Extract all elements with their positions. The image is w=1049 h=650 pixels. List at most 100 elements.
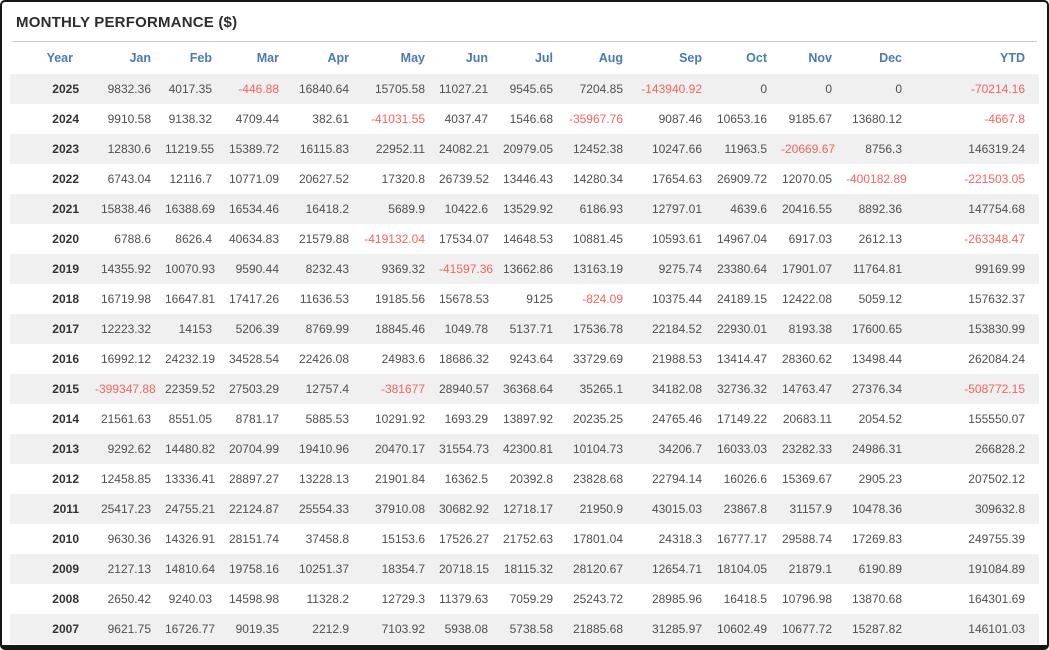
value-cell: 13680.12 [851, 112, 902, 126]
value-cell: 2905.23 [858, 472, 902, 486]
value-cell: 9910.58 [107, 112, 151, 126]
year-cell: 2022 [52, 172, 79, 186]
value-cell: 207502.12 [968, 472, 1025, 486]
year-cell: 2025 [52, 82, 79, 96]
value-cell: -41597.36 [439, 262, 494, 276]
column-header-feb: Feb [189, 51, 212, 65]
value-cell: 16026.6 [723, 472, 767, 486]
value-cell: 35265.1 [579, 382, 623, 396]
value-cell: 14153 [178, 322, 212, 336]
value-cell: 24983.6 [381, 352, 425, 366]
year-cell: 2010 [52, 532, 79, 546]
value-cell: 12070.05 [781, 172, 832, 186]
value-cell: 16362.5 [444, 472, 488, 486]
value-cell: 164301.69 [968, 592, 1025, 606]
value-cell: 22794.14 [651, 472, 702, 486]
year-cell: 2008 [52, 592, 79, 606]
table-row-2024: 2024 9910.58 9138.32 4709.44 382.61 -41031.55… [10, 104, 1039, 134]
value-cell: 21561.63 [100, 412, 151, 426]
value-cell: 17536.78 [572, 322, 623, 336]
column-header-apr: Apr [327, 51, 349, 65]
value-cell: 8232.43 [305, 262, 349, 276]
value-cell: 191084.89 [968, 562, 1025, 576]
value-cell: 10375.44 [651, 292, 702, 306]
table-row-2009: 2009 2127.13 14810.64 19758.16 10251.37 18354… [10, 554, 1039, 584]
value-cell: 43015.03 [651, 502, 702, 516]
value-cell: 1546.68 [509, 112, 553, 126]
value-cell: -419132.04 [364, 232, 425, 246]
value-cell: 9630.36 [107, 532, 151, 546]
value-cell: 12422.08 [781, 292, 832, 306]
value-cell: 22952.11 [375, 142, 425, 156]
value-cell: 37910.08 [374, 502, 425, 516]
value-cell: 20718.15 [439, 562, 490, 576]
value-cell: 22124.87 [228, 502, 279, 516]
value-cell: 146319.24 [968, 142, 1025, 156]
value-cell: 24986.31 [851, 442, 902, 456]
value-cell: 9019.35 [235, 622, 279, 636]
year-cell: 2007 [52, 622, 79, 636]
value-cell: 13529.92 [502, 202, 553, 216]
value-cell: 34182.08 [651, 382, 702, 396]
value-cell: 40634.83 [228, 232, 279, 246]
column-header-oct: Oct [746, 51, 767, 65]
value-cell: 12729.3 [381, 592, 425, 606]
year-cell: 2018 [52, 292, 79, 306]
value-cell: -221503.05 [964, 172, 1025, 186]
value-cell: 10104.73 [572, 442, 623, 456]
value-cell: 8769.99 [305, 322, 349, 336]
table-row-2007: 2007 9621.75 16726.77 9019.35 2212.9 7103.92 5… [10, 614, 1039, 644]
column-header-dec: Dec [879, 51, 902, 65]
value-cell: 15678.53 [439, 292, 490, 306]
year-cell: 2021 [52, 202, 79, 216]
value-cell: 8551.05 [168, 412, 212, 426]
value-cell: 22184.52 [651, 322, 702, 336]
header-row: Year Jan Feb Mar Apr May Jun Jul Aug Sep Oct Nov Dec… [10, 42, 1039, 74]
value-cell: 20979.05 [502, 142, 553, 156]
value-cell: 15838.46 [100, 202, 151, 216]
value-cell: 6917.03 [788, 232, 832, 246]
value-cell: 21579.88 [298, 232, 349, 246]
value-cell: 15153.6 [381, 532, 425, 546]
table-row-2021: 2021 15838.46 16388.69 16534.46 16418.2 5689.… [10, 194, 1039, 224]
value-cell: -508772.15 [964, 382, 1025, 396]
value-cell: 7103.92 [381, 622, 425, 636]
value-cell: -381677 [380, 382, 425, 396]
value-cell: 10771.09 [228, 172, 279, 186]
value-cell: 31285.97 [651, 622, 702, 636]
value-cell: 6186.93 [579, 202, 623, 216]
table-row-2025: 2025 9832.36 4017.35 -446.88 16840.64 15705.5… [10, 74, 1039, 104]
value-cell: 10251.37 [298, 562, 349, 576]
value-cell: 382.61 [312, 112, 349, 126]
value-cell: 13870.68 [851, 592, 902, 606]
table-row-2018: 2018 16719.98 16647.81 17417.26 11636.53 1918… [10, 284, 1039, 314]
value-cell: 17149.22 [716, 412, 767, 426]
value-cell: 17526.27 [439, 532, 490, 546]
value-cell: 28360.62 [781, 352, 832, 366]
value-cell: 5137.71 [509, 322, 553, 336]
value-cell: 18115.32 [503, 562, 553, 576]
value-cell: -446.88 [238, 82, 279, 96]
value-cell: 33729.69 [572, 352, 623, 366]
value-cell: 12116.7 [169, 172, 213, 186]
value-cell: 25243.72 [572, 592, 623, 606]
value-cell: 8626.4 [175, 232, 212, 246]
value-cell: 8781.17 [235, 412, 279, 426]
value-cell: 10653.16 [716, 112, 767, 126]
value-cell: 17417.26 [228, 292, 279, 306]
column-header-jun: Jun [465, 51, 488, 65]
value-cell: 19758.16 [228, 562, 279, 576]
value-cell: 29588.74 [781, 532, 832, 546]
column-header-jul: Jul [534, 51, 553, 65]
value-cell: 21879.1 [788, 562, 832, 576]
value-cell: 155550.07 [968, 412, 1025, 426]
value-cell: 16115.83 [299, 142, 349, 156]
year-cell: 2013 [52, 442, 79, 456]
value-cell: 20704.99 [228, 442, 279, 456]
value-cell: 20683.11 [782, 412, 832, 426]
value-cell: 10247.66 [651, 142, 702, 156]
year-cell: 2017 [52, 322, 79, 336]
value-cell: -41031.55 [370, 112, 425, 126]
value-cell: 7059.29 [509, 592, 553, 606]
column-header-may: May [400, 51, 425, 65]
